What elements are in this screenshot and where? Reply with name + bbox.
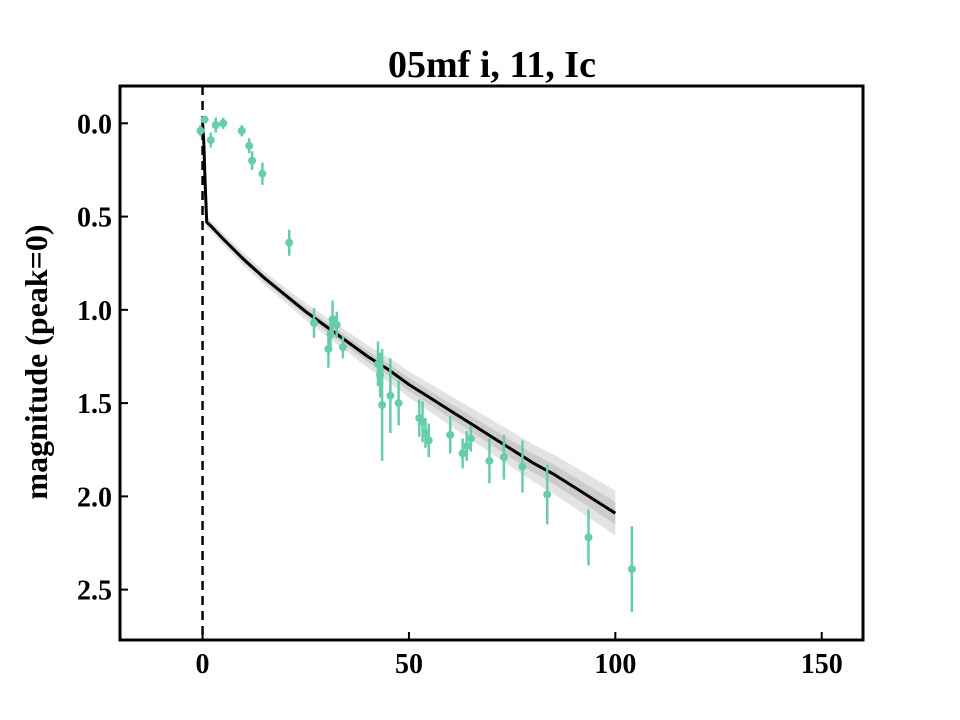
model-uncertainty-band bbox=[202, 121, 616, 536]
observation-point bbox=[543, 464, 552, 525]
data-point bbox=[285, 238, 294, 247]
observation-points bbox=[196, 115, 636, 613]
observation-point bbox=[328, 300, 337, 338]
chart-title: 05mf i, 11, Ic bbox=[388, 44, 596, 86]
x-axis-ticks: 0 50 100 150 bbox=[196, 632, 843, 680]
data-point bbox=[248, 156, 257, 165]
observation-point bbox=[499, 434, 508, 480]
data-point bbox=[485, 456, 494, 465]
y-axis-ticks: 0.0 0.5 1.0 1.5 2.0 2.5 bbox=[77, 109, 128, 607]
observation-point bbox=[219, 117, 228, 129]
band-inner bbox=[202, 122, 616, 525]
data-point bbox=[200, 115, 209, 124]
x-tick-label: 100 bbox=[594, 649, 636, 680]
data-point bbox=[466, 434, 475, 443]
observation-point bbox=[386, 358, 395, 433]
data-point bbox=[394, 399, 403, 408]
data-point bbox=[328, 315, 337, 324]
x-tick-label: 150 bbox=[801, 649, 843, 680]
y-tick-label: 0.5 bbox=[77, 203, 112, 234]
data-point bbox=[424, 436, 433, 445]
plot-axes bbox=[118, 84, 865, 642]
data-point bbox=[258, 169, 267, 178]
data-point bbox=[543, 490, 552, 499]
y-tick-label: 0.0 bbox=[77, 109, 112, 140]
observation-point bbox=[485, 438, 494, 484]
observation-point bbox=[196, 125, 205, 137]
data-point bbox=[332, 320, 341, 329]
data-point bbox=[206, 136, 215, 145]
observation-point bbox=[378, 349, 387, 461]
y-tick-label: 1.0 bbox=[77, 296, 112, 327]
data-point bbox=[211, 121, 220, 130]
observation-point bbox=[421, 418, 430, 448]
data-point bbox=[310, 318, 319, 327]
observation-point bbox=[394, 380, 403, 426]
observation-point bbox=[458, 438, 467, 469]
x-tick-label: 50 bbox=[395, 649, 423, 680]
observation-point bbox=[237, 125, 246, 137]
x-tick-label: 0 bbox=[196, 649, 210, 680]
observation-point bbox=[285, 229, 294, 256]
data-point bbox=[378, 400, 387, 409]
model-line bbox=[201, 123, 617, 515]
data-point bbox=[386, 391, 395, 400]
y-tick-label: 1.5 bbox=[77, 389, 112, 420]
data-point bbox=[237, 126, 246, 135]
plot-frame bbox=[118, 84, 865, 642]
data-point bbox=[196, 126, 205, 135]
observation-point bbox=[200, 115, 209, 124]
observation-point bbox=[310, 307, 319, 338]
data-point bbox=[462, 442, 471, 451]
data-point bbox=[421, 428, 430, 437]
observation-point bbox=[332, 311, 341, 338]
data-point bbox=[338, 343, 347, 352]
data-point bbox=[584, 533, 593, 542]
observation-point bbox=[206, 132, 215, 148]
observation-point bbox=[584, 509, 593, 566]
band-outer bbox=[202, 121, 616, 536]
y-axis-label: magnitude (peak=0) bbox=[18, 224, 54, 499]
observation-point bbox=[258, 162, 267, 185]
data-point bbox=[219, 119, 228, 128]
data-point bbox=[627, 565, 636, 574]
observation-point bbox=[446, 416, 455, 454]
data-point bbox=[446, 430, 455, 439]
y-tick-label: 2.5 bbox=[77, 576, 112, 607]
observation-point bbox=[211, 117, 220, 133]
observation-point bbox=[338, 335, 347, 359]
observation-point bbox=[518, 440, 527, 493]
data-point bbox=[518, 462, 527, 471]
model-fit-curve bbox=[201, 123, 617, 515]
data-point bbox=[499, 453, 508, 462]
observation-point bbox=[245, 138, 254, 154]
observation-point bbox=[627, 526, 636, 613]
observation-point bbox=[424, 423, 433, 458]
data-point bbox=[245, 141, 254, 150]
y-tick-label: 2.0 bbox=[77, 482, 112, 513]
observation-point bbox=[248, 151, 257, 170]
data-point bbox=[458, 449, 467, 458]
observation-point bbox=[466, 425, 475, 452]
observation-point bbox=[462, 431, 471, 461]
